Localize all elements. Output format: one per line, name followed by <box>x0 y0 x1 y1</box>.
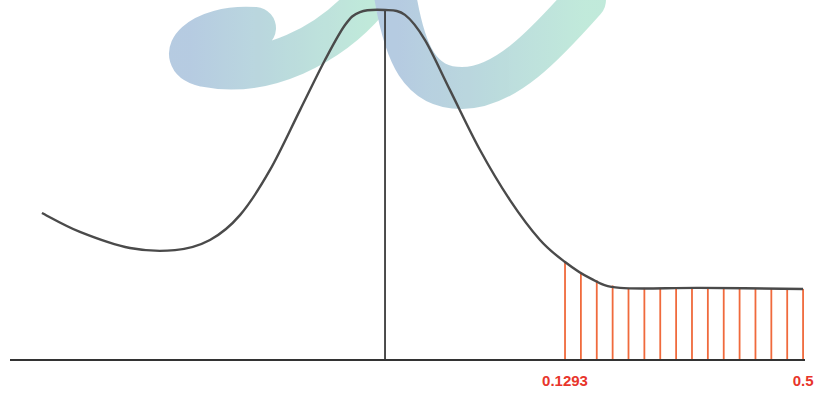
x-tick <box>565 360 566 361</box>
x-tick-label: 0.1293 <box>542 372 588 389</box>
hatch-line <box>691 288 693 360</box>
x-tick-label: 0.5 <box>793 372 814 389</box>
curve <box>42 10 803 289</box>
hatch-line <box>596 280 598 360</box>
watermark-stroke <box>395 0 585 88</box>
hatch-line <box>707 288 709 360</box>
hatch-line <box>675 288 677 360</box>
hatch-line <box>612 285 614 360</box>
shaded-region <box>565 262 803 360</box>
hatch-line <box>770 289 772 360</box>
x-axis <box>10 359 805 361</box>
hatch-line <box>564 262 566 360</box>
plot-area <box>42 10 803 360</box>
hatch-line <box>659 288 661 360</box>
hatch-line <box>580 272 582 360</box>
hatch-line <box>802 289 804 360</box>
x-tick <box>803 360 804 361</box>
chart: 0.1293 0.5 <box>0 0 825 397</box>
center-line <box>384 10 386 360</box>
hatch-line <box>786 289 788 360</box>
hatch-line <box>755 288 757 360</box>
hatch-line <box>628 288 630 360</box>
watermark <box>190 0 585 88</box>
hatch-line <box>643 288 645 360</box>
watermark-stroke <box>190 0 368 68</box>
hatch-line <box>723 288 725 360</box>
hatch-line <box>739 288 741 360</box>
